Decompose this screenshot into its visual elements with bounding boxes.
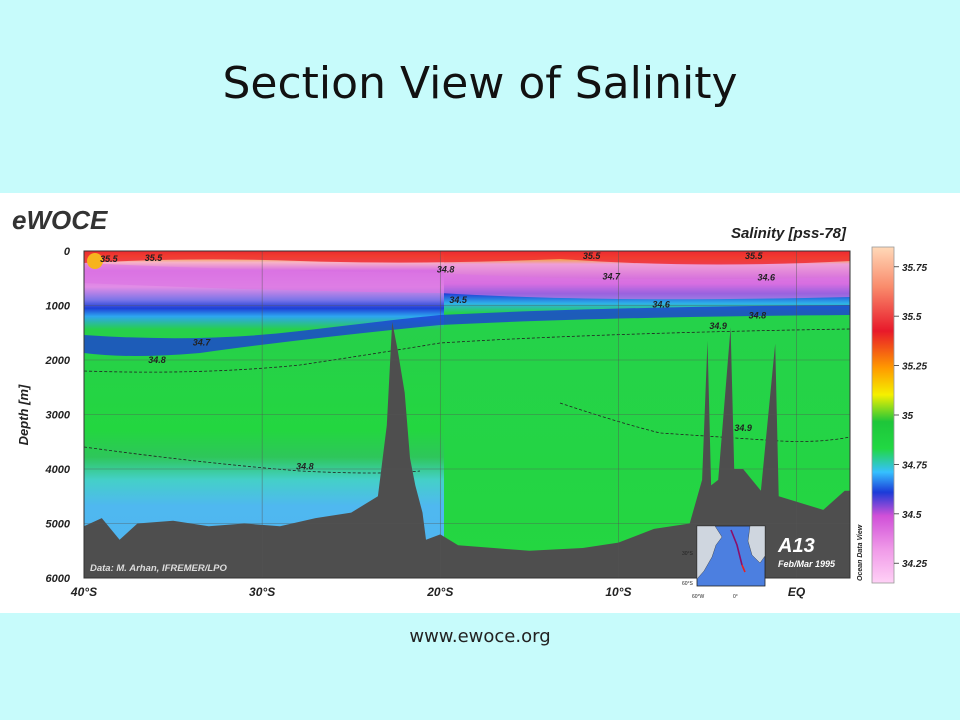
salinity-section-chart: eWOCE Salinity [pss-78] 35.535.5 35.5 35.5…	[12, 205, 927, 600]
inset-tick-label: 60°S	[682, 581, 694, 587]
contour-label: 34.6	[652, 299, 671, 309]
contour-label: 34.9	[709, 321, 727, 331]
y-tick-label: 2000	[45, 355, 71, 367]
inset-map: 60°S 30°S 60°W 0° A13 Feb/Mar 1995	[682, 525, 836, 600]
contour-label: 35.5	[583, 251, 602, 261]
contour-label: 34.6	[758, 273, 777, 283]
contour-label: 34.7	[193, 338, 212, 348]
x-tick-label: EQ	[788, 585, 806, 599]
upper-pink-layer	[84, 263, 850, 300]
x-tick-label: 40°S	[70, 585, 97, 599]
colorbar-tick-label: 34.75	[902, 460, 927, 471]
colorbar-strip	[871, 246, 895, 584]
contour-label: 34.5	[449, 295, 468, 305]
contour-label: 35.5	[145, 253, 164, 263]
colorbar-ticks: 35.75 35.5 35.25 35 34.75 34.5 34.25	[894, 263, 927, 570]
cruise-date: Feb/Mar 1995	[778, 559, 836, 569]
plot-area: 35.5 35.5 35.5 35.5 34.8 34.7 34.6 34.5 34.6 34.8…	[83, 250, 851, 579]
y-tick-label: 3000	[46, 410, 71, 422]
contour-label: 34.8	[749, 310, 767, 320]
y-tick-label: 6000	[46, 573, 71, 585]
ocean-data-view-label: Ocean Data View	[857, 524, 864, 581]
colorbar-tick-label: 35.5	[902, 312, 922, 323]
y-axis-label: Depth [m]	[16, 384, 31, 445]
colorbar-tick-label: 34.25	[902, 559, 927, 570]
y-tick-label: 4000	[45, 464, 71, 476]
contour-label: 35.5	[745, 251, 764, 261]
contour-line-34-9	[559, 402, 850, 442]
contour-label: 34.8	[296, 461, 314, 471]
surface-anomaly	[87, 253, 103, 269]
inset-cruise-track	[730, 529, 743, 566]
colorbar-tick-label: 35.75	[902, 263, 927, 274]
inset-coastline-africa	[747, 525, 766, 564]
bottom-topography	[84, 321, 850, 578]
inset-coastline-south-america	[696, 525, 723, 580]
colorbar-tick-label: 34.5	[902, 510, 922, 521]
colorbar-tick-label: 35	[902, 411, 914, 422]
inset-tick-label: 0°	[733, 594, 738, 600]
plot-frame	[83, 250, 851, 579]
contour-label: 34.8	[148, 355, 166, 365]
contour-line-34-8	[84, 328, 850, 373]
inset-tick-label: 30°S	[682, 551, 694, 557]
surface-salty-lens	[84, 251, 850, 265]
y-tick-label: 0	[64, 246, 71, 258]
inset-tick-label: 60°W	[692, 594, 705, 600]
ewoce-logo: eWOCE	[12, 205, 108, 235]
x-tick-label: 10°S	[605, 585, 631, 599]
blue-intermediate-layer	[84, 305, 850, 356]
x-tick-label: 30°S	[249, 585, 275, 599]
contour-labels: 35.5 35.5 35.5 35.5 34.8 34.7 34.6 34.5 34.6 34.8…	[100, 251, 776, 471]
y-tick-label: 5000	[46, 519, 71, 531]
contour-label: 34.8	[437, 265, 455, 275]
y-tick-label: 1000	[46, 301, 71, 313]
data-credit: Data: M. Arhan, IFREMER/LPO	[90, 563, 227, 574]
contour-label: 34.9	[734, 423, 752, 433]
x-tick-label: 20°S	[426, 585, 453, 599]
slide-title: Section View of Salinity	[222, 58, 738, 109]
section-name: A13	[777, 535, 815, 557]
colorbar-tick-label: 35.25	[902, 362, 927, 373]
x-axis: 40°S 30°S 20°S 10°S EQ	[70, 585, 806, 599]
y-axis: 0 1000 2000 3000 4000 5000 6000 Depth [m]	[16, 246, 71, 585]
footer-url[interactable]: www.ewoce.org	[409, 626, 551, 647]
colorbar: 35.75 35.5 35.25 35 34.75 34.5 34.25 Ocean Dat…	[857, 246, 927, 584]
inset-section-track	[741, 564, 746, 573]
colorbar-title: Salinity [pss-78]	[731, 225, 847, 242]
salinity-section-figure: eWOCE Salinity [pss-78] 35.5 35.5 35.5 35.5…	[0, 193, 960, 613]
contour-label: 34.7	[603, 272, 622, 282]
contour-label: 35.5	[100, 254, 119, 264]
